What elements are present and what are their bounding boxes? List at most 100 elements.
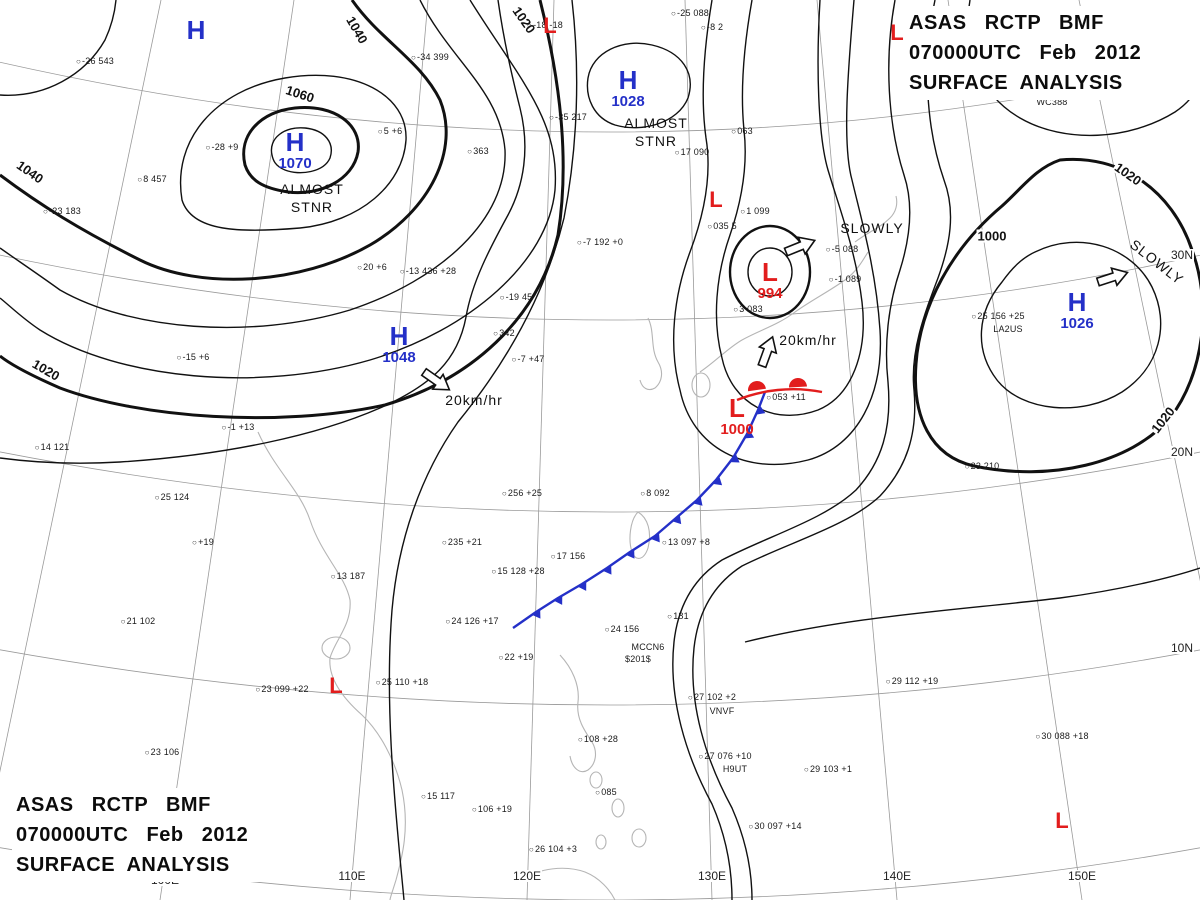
isobar-value-label: 1040 (343, 13, 371, 47)
station-plot: 25 110 +18 (376, 677, 429, 688)
station-plot: 20 +6 (357, 262, 387, 273)
chart-title-line2: 070000UTC Feb 2012 (16, 824, 249, 846)
high-pressure-center: H 1048 (382, 323, 415, 365)
station-plot: 24 126 +17 (445, 616, 498, 627)
pressure-value: 1026 (1060, 315, 1094, 332)
station-plot: 342 (493, 328, 515, 339)
isobar-line (715, 0, 864, 416)
station-plot: 14 121 (35, 442, 70, 453)
station-plot: -7 +47 (511, 354, 545, 365)
high-pressure-center: H (187, 17, 206, 43)
low-pressure-symbol: L (1055, 808, 1069, 833)
station-plot: $201$ (624, 654, 652, 665)
station-plot: -15 +6 (176, 352, 210, 363)
coastline (699, 251, 869, 373)
warm-front-line (736, 387, 823, 402)
isobar-line (980, 241, 1162, 409)
station-plot: 8 457 (137, 174, 167, 185)
coastline (639, 317, 663, 391)
isobar-line-1040 (0, 0, 448, 281)
isobar-value-label: 1060 (283, 82, 317, 106)
station-plot: -5 088 (826, 244, 859, 255)
low-pressure-center: L 1000 (720, 395, 753, 437)
station-plot: -1 +13 (221, 422, 255, 433)
station-plot: 29 112 +19 (886, 676, 939, 687)
movement-arrows (420, 236, 1129, 391)
station-plot: 27 102 +2 (688, 692, 736, 703)
station-plot: -13 436 +28 (400, 266, 457, 277)
isobar-line-1028 (586, 42, 691, 129)
pressure-letter: H (186, 15, 206, 45)
chart-title-block-bottom: ASAS RCTP BMF 070000UTC Feb 2012 SURFACE… (12, 788, 310, 882)
isobar-line (388, 0, 578, 900)
latitude-label: 30N (1169, 248, 1195, 262)
low-pressure-center: L 994 (757, 259, 782, 301)
coastline (589, 771, 603, 789)
station-plot: 13 187 (331, 571, 366, 582)
station-plot: 22 +19 (498, 652, 534, 663)
isobar-value-label: 1020 (29, 356, 63, 384)
station-plot: WC388 (1036, 97, 1068, 108)
station-plot: -25 088 (671, 8, 709, 19)
station-plot: 15 128 +28 (491, 566, 544, 577)
isobar-line (0, 0, 526, 464)
station-plot: H9UT (722, 764, 748, 775)
station-plot: 30 097 +14 (748, 821, 801, 832)
station-plot: 30 088 +18 (1035, 731, 1088, 742)
station-plot: 3 083 (733, 304, 763, 315)
isobar-value-label: 1000 (976, 228, 1008, 244)
station-plot: 181 (667, 611, 689, 622)
latitude-line (0, 254, 1200, 321)
coastline (691, 372, 711, 398)
isobar-value-label: 1040 (13, 157, 47, 187)
station-plot: 5 +6 (378, 126, 403, 137)
latitude-label: 10N (1169, 641, 1195, 655)
coastline (611, 798, 625, 818)
station-plot: 23 099 +22 (255, 684, 308, 695)
isobar-line (692, 0, 952, 900)
isobar-line (672, 0, 911, 900)
station-plot: -7 192 +0 (577, 237, 623, 248)
station-plot: MCCN6 (631, 642, 665, 653)
station-plot: -8 2 (701, 22, 723, 33)
high-pressure-center: H 1028 (611, 67, 644, 109)
isobar-line (179, 74, 407, 231)
station-plot: +19 (192, 537, 214, 548)
coastline (854, 195, 898, 243)
longitude-label: 130E (696, 869, 728, 883)
meridian-line (816, 0, 898, 900)
station-plot: -26 543 (76, 56, 114, 67)
station-plot: 235 +21 (442, 537, 482, 548)
warm-front-symbol (789, 378, 807, 388)
station-plot: -35 217 (549, 112, 587, 123)
pressure-value: 1028 (611, 93, 645, 110)
chart-title-line3: SURFACE ANALYSIS (909, 72, 1123, 94)
station-plot: -18 -18 (527, 20, 563, 31)
isobar-line-1020 (0, 0, 565, 420)
station-plot: 035 5 (707, 221, 737, 232)
station-plot: 17 090 (675, 147, 710, 158)
station-plot: -23 183 (43, 206, 81, 217)
low-pressure-symbol: L (890, 20, 904, 45)
coastline (631, 828, 647, 848)
station-plot: 25 156 +25 (971, 311, 1024, 322)
station-plot: 13 097 +8 (662, 537, 710, 548)
pressure-letter: H (285, 127, 305, 157)
isobar-value-label: 1020 (1111, 159, 1145, 189)
movement-arrow (783, 236, 817, 257)
station-plot: 063 (731, 126, 753, 137)
station-plot: 23 106 (145, 747, 180, 758)
cold-front-line (512, 391, 767, 629)
station-plot: 21 102 (121, 616, 156, 627)
station-plot: 085 (595, 787, 617, 798)
pressure-letter: L (762, 257, 778, 287)
pressure-value: 1048 (382, 349, 416, 366)
isobar-line (744, 567, 1200, 643)
longitude-label: 120E (511, 869, 543, 883)
chart-title-line1: ASAS RCTP BMF (909, 12, 1104, 34)
pressure-letter: H (389, 321, 409, 351)
movement-annotation: ALMOST STNR (280, 180, 344, 215)
station-plot: -34 399 (411, 52, 449, 63)
